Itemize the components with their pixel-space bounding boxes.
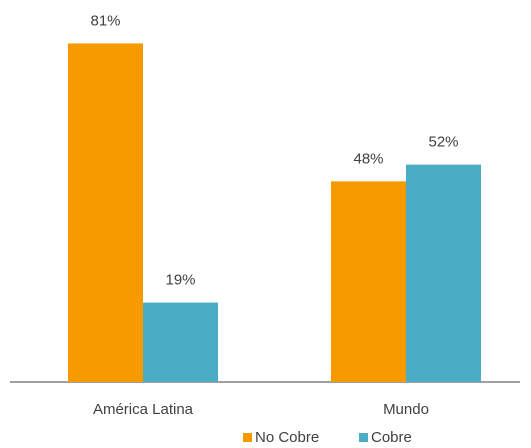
value-label: 52% xyxy=(428,134,458,151)
legend-label: Cobre xyxy=(371,429,412,446)
bar xyxy=(143,302,218,382)
value-label: 48% xyxy=(353,150,383,167)
value-label: 81% xyxy=(90,12,120,29)
x-tick-label: Mundo xyxy=(383,401,429,418)
legend-swatch xyxy=(243,433,252,442)
x-tick-label: América Latina xyxy=(93,401,194,418)
bar xyxy=(406,164,481,382)
bar xyxy=(331,181,406,382)
legend-swatch xyxy=(359,433,368,442)
bar xyxy=(68,43,143,383)
legend-label: No Cobre xyxy=(255,429,319,446)
value-label: 19% xyxy=(165,272,195,289)
